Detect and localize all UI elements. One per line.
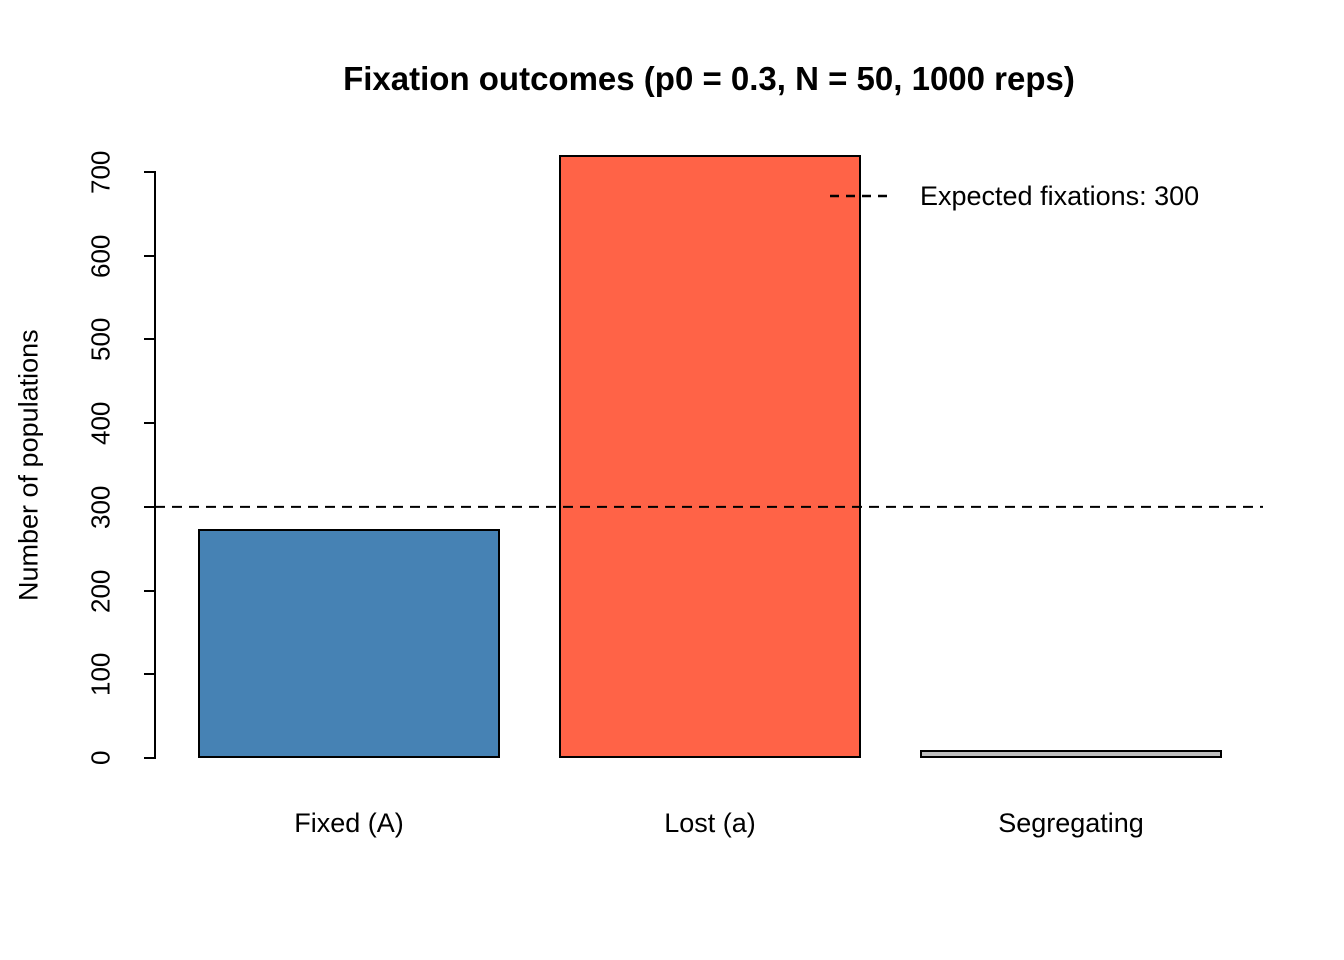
dashed-line-sample-icon (830, 194, 888, 198)
y-tick-500 (144, 338, 155, 341)
y-tick-label-600: 600 (85, 234, 116, 278)
y-tick-300 (144, 505, 155, 508)
y-tick-label-0: 0 (85, 750, 116, 766)
y-tick-label-500: 500 (85, 317, 116, 362)
bar-lost-a (559, 155, 861, 758)
plot-area: 0 100 200 300 400 500 600 700 Fixed (A) Lost (a)… (86, 150, 1263, 838)
y-tick-700 (144, 171, 155, 173)
legend-label: Expected fixations: 300 (920, 180, 1200, 211)
y-tick-0 (144, 757, 155, 759)
y-tick-400 (144, 422, 155, 425)
y-tick-label-700: 700 (85, 150, 116, 194)
y-axis-line (154, 171, 156, 759)
x-axis-label-lost-a: Lost (a) (664, 808, 756, 838)
bar-segregating (920, 750, 1222, 758)
legend: Expected fixations: 300 (830, 180, 1199, 212)
bar-fixed-a (198, 528, 500, 758)
y-tick-label-400: 400 (85, 401, 116, 445)
y-tick-label-300: 300 (85, 485, 116, 529)
y-tick-200 (144, 589, 155, 592)
x-axis-label-fixed-a: Fixed (A) (294, 808, 404, 838)
y-axis-title: Number of populations (13, 329, 44, 601)
y-tick-100 (144, 673, 155, 676)
y-tick-label-200: 200 (85, 568, 116, 613)
x-axis-label-segregating: Segregating (998, 808, 1144, 838)
y-tick-label-100: 100 (85, 652, 116, 696)
chart-title: Fixation outcomes (p0 = 0.3, N = 50, 100… (343, 60, 1075, 97)
y-tick-600 (144, 254, 155, 257)
